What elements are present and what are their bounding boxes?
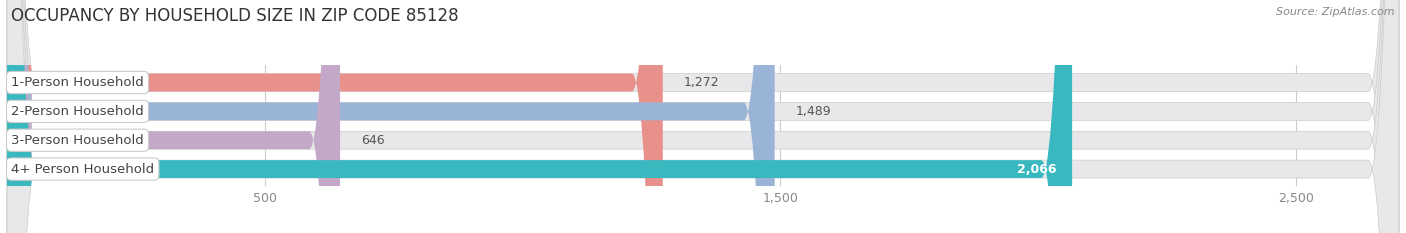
Text: 1-Person Household: 1-Person Household	[11, 76, 143, 89]
FancyBboxPatch shape	[7, 0, 1073, 233]
FancyBboxPatch shape	[7, 0, 340, 233]
Text: 1,489: 1,489	[796, 105, 831, 118]
Text: OCCUPANCY BY HOUSEHOLD SIZE IN ZIP CODE 85128: OCCUPANCY BY HOUSEHOLD SIZE IN ZIP CODE …	[11, 7, 458, 25]
Text: 4+ Person Household: 4+ Person Household	[11, 163, 155, 176]
FancyBboxPatch shape	[7, 0, 1399, 233]
Text: 1,272: 1,272	[683, 76, 718, 89]
Text: 2,066: 2,066	[1017, 163, 1057, 176]
FancyBboxPatch shape	[7, 0, 775, 233]
Text: 3-Person Household: 3-Person Household	[11, 134, 143, 147]
Text: 2-Person Household: 2-Person Household	[11, 105, 143, 118]
FancyBboxPatch shape	[7, 0, 1399, 233]
FancyBboxPatch shape	[7, 0, 1399, 233]
Text: 646: 646	[361, 134, 384, 147]
FancyBboxPatch shape	[7, 0, 662, 233]
FancyBboxPatch shape	[7, 0, 1399, 233]
Text: Source: ZipAtlas.com: Source: ZipAtlas.com	[1277, 7, 1395, 17]
